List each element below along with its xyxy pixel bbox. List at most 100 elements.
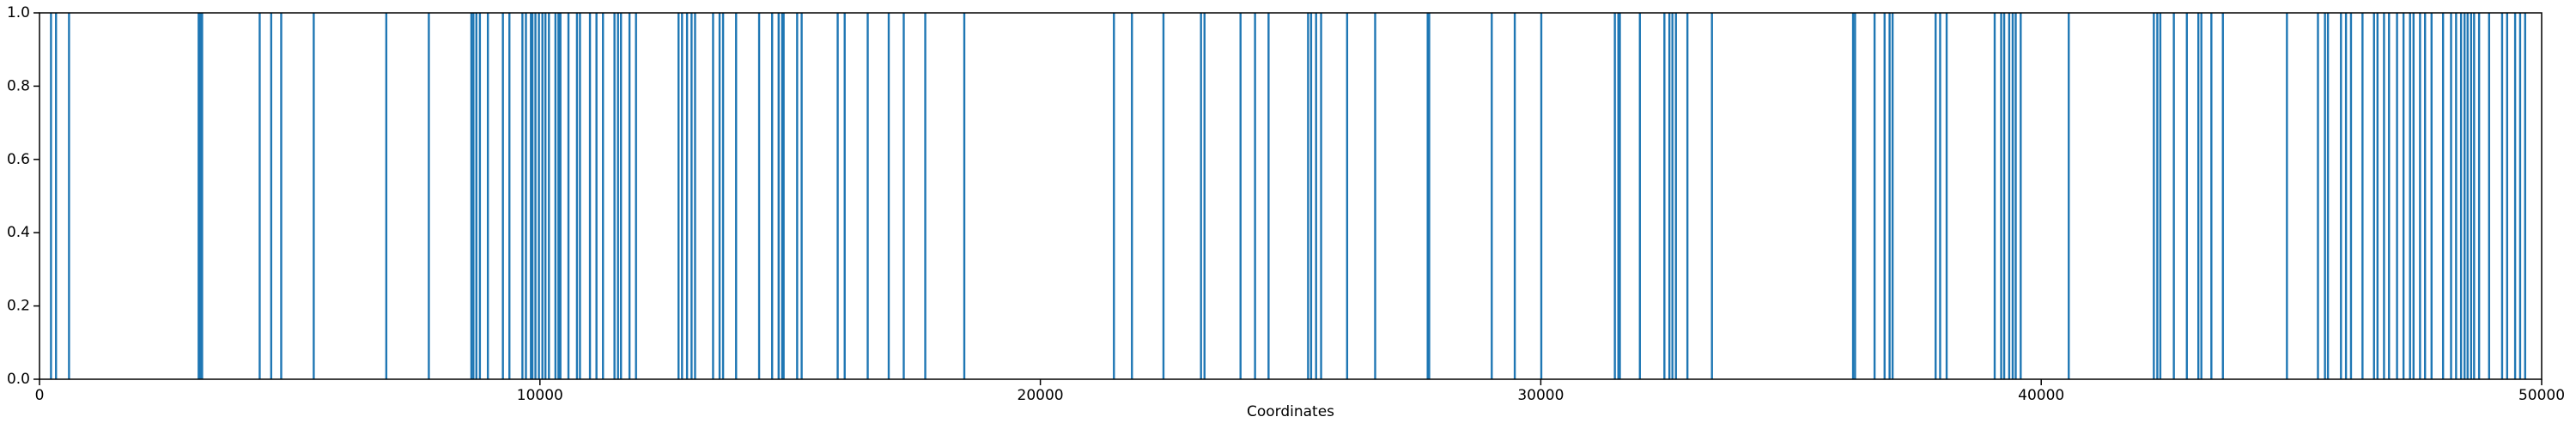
bar: [428, 13, 430, 379]
bar: [1320, 13, 1322, 379]
bar: [782, 13, 785, 379]
bar: [800, 13, 803, 379]
x-tick-label: 30000: [1517, 387, 1564, 404]
bar: [2459, 13, 2463, 379]
bar: [1200, 13, 1202, 379]
bar: [1374, 13, 1376, 379]
bar: [2008, 13, 2011, 379]
bar: [1638, 13, 1641, 379]
bar: [68, 13, 70, 379]
y-tick-label: 1.0: [7, 4, 30, 21]
bar: [55, 13, 58, 379]
bar: [690, 13, 693, 379]
bar: [2014, 13, 2017, 379]
bar: [554, 13, 557, 379]
bar: [2412, 13, 2415, 379]
bar: [712, 13, 714, 379]
bar: [2513, 13, 2517, 379]
x-tick-label: 10000: [517, 387, 563, 404]
bar: [50, 13, 52, 379]
bar: [508, 13, 511, 379]
bar: [2000, 13, 2002, 379]
y-tick-label: 0.4: [7, 224, 30, 241]
bar: [887, 13, 890, 379]
bar: [2430, 13, 2433, 379]
bar: [1935, 13, 1937, 379]
bar: [2200, 13, 2202, 379]
x-tick-label: 20000: [1018, 387, 1064, 404]
bar: [718, 13, 721, 379]
bar: [2419, 13, 2421, 379]
bar: [620, 13, 623, 379]
bar: [1540, 13, 1543, 379]
bar: [1671, 13, 1674, 379]
bar: [771, 13, 774, 379]
bar: [270, 13, 273, 379]
bar: [2388, 13, 2391, 379]
bar: [2466, 13, 2469, 379]
bar: [1491, 13, 1493, 379]
bar: [628, 13, 631, 379]
bar: [2326, 13, 2330, 379]
bar: [602, 13, 605, 379]
bar: [2324, 13, 2326, 379]
bar: [280, 13, 283, 379]
bar: [521, 13, 524, 379]
bar: [486, 13, 489, 379]
bar: [1513, 13, 1516, 379]
bar: [199, 13, 202, 379]
bar: [781, 13, 784, 379]
bar: [681, 13, 683, 379]
bar: [685, 13, 689, 379]
bar: [2210, 13, 2213, 379]
bar: [2361, 13, 2364, 379]
bar: [2518, 13, 2522, 379]
bar: [963, 13, 966, 379]
bar: [2344, 13, 2348, 379]
bar: [544, 13, 547, 379]
bar: [1619, 13, 1621, 379]
y-tick-label: 0.2: [7, 298, 30, 315]
bar: [2153, 13, 2155, 379]
bar: [2464, 13, 2466, 379]
bar: [1113, 13, 1115, 379]
bar: [2450, 13, 2452, 379]
bar: [2068, 13, 2070, 379]
bar: [197, 13, 200, 379]
bar: [475, 13, 477, 379]
bar: [1309, 13, 1313, 379]
bar: [2455, 13, 2458, 379]
bar: [478, 13, 482, 379]
bar: [1162, 13, 1165, 379]
bar: [1851, 13, 1855, 379]
bar: [2011, 13, 2014, 379]
bar: [2470, 13, 2473, 379]
bar: [559, 13, 562, 379]
bar: [1613, 13, 1616, 379]
bar: [201, 13, 204, 379]
bar: [2500, 13, 2504, 379]
bar: [2473, 13, 2476, 379]
bar: [538, 13, 540, 379]
bar: [567, 13, 570, 379]
bar: [2477, 13, 2481, 379]
bar: [1993, 13, 1996, 379]
bar: [1854, 13, 1856, 379]
bar: [617, 13, 619, 379]
bar: [534, 13, 537, 379]
bar: [2349, 13, 2353, 379]
y-tick-label: 0.6: [7, 151, 30, 168]
bar: [677, 13, 680, 379]
bar: [588, 13, 592, 379]
bar: [1428, 13, 1431, 379]
bar: [2441, 13, 2445, 379]
bar: [694, 13, 696, 379]
bar: [1888, 13, 1891, 379]
bar: [470, 13, 473, 379]
bar: [2020, 13, 2022, 379]
bar: [1891, 13, 1894, 379]
x-axis-label: Coordinates: [1247, 403, 1334, 420]
bar: [796, 13, 799, 379]
bar: [2409, 13, 2411, 379]
